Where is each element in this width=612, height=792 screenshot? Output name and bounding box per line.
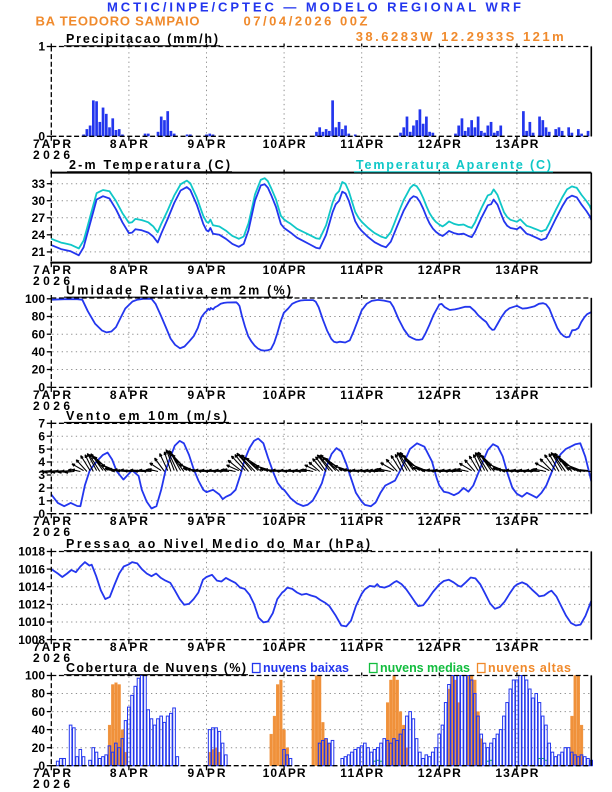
svg-text:12APR: 12APR xyxy=(418,263,461,277)
svg-text:1018: 1018 xyxy=(18,545,45,559)
svg-text:10APR: 10APR xyxy=(263,514,306,528)
svg-text:Umidade Relativa em 2m (%): Umidade Relativa em 2m (%) xyxy=(66,284,291,298)
svg-text:1012: 1012 xyxy=(18,598,45,612)
svg-text:1: 1 xyxy=(38,494,45,508)
svg-text:8APR: 8APR xyxy=(110,137,148,151)
svg-text:5: 5 xyxy=(38,442,45,456)
svg-text:12APR: 12APR xyxy=(418,640,461,654)
svg-text:33: 33 xyxy=(32,177,46,191)
svg-text:8APR: 8APR xyxy=(110,388,148,402)
svg-text:40: 40 xyxy=(32,723,46,737)
svg-text:10APR: 10APR xyxy=(263,766,306,780)
svg-text:100: 100 xyxy=(25,669,45,683)
svg-text:9APR: 9APR xyxy=(188,137,226,151)
svg-text:10APR: 10APR xyxy=(263,640,306,654)
svg-text:80: 80 xyxy=(32,310,46,324)
svg-text:11APR: 11APR xyxy=(340,514,383,528)
svg-text:9APR: 9APR xyxy=(188,766,226,780)
svg-text:1010: 1010 xyxy=(18,615,45,629)
svg-text:8APR: 8APR xyxy=(110,263,148,277)
svg-text:10APR: 10APR xyxy=(263,137,306,151)
svg-text:0: 0 xyxy=(38,759,45,773)
svg-text:0: 0 xyxy=(38,507,45,521)
svg-text:80: 80 xyxy=(32,687,46,701)
svg-text:30: 30 xyxy=(32,194,46,208)
svg-text:13APR: 13APR xyxy=(495,514,538,528)
svg-text:nuvens medias: nuvens medias xyxy=(380,661,470,675)
svg-text:11APR: 11APR xyxy=(340,388,383,402)
svg-text:0: 0 xyxy=(38,130,45,144)
svg-text:1014: 1014 xyxy=(18,580,45,594)
svg-text:BA TEODORO SAMPAIO: BA TEODORO SAMPAIO xyxy=(36,14,200,29)
svg-text:2: 2 xyxy=(38,481,45,495)
svg-text:12APR: 12APR xyxy=(418,137,461,151)
svg-text:3: 3 xyxy=(38,468,45,482)
svg-text:nuvens baixas: nuvens baixas xyxy=(263,661,349,675)
svg-text:07/04/2026 00Z: 07/04/2026 00Z xyxy=(244,14,368,29)
svg-text:12APR: 12APR xyxy=(418,388,461,402)
svg-text:11APR: 11APR xyxy=(340,263,383,277)
svg-text:MCTIC/INPE/CPTEC — MODELO REGI: MCTIC/INPE/CPTEC — MODELO REGIONAL WRF xyxy=(107,0,521,15)
svg-text:12APR: 12APR xyxy=(418,766,461,780)
svg-text:100: 100 xyxy=(25,292,45,306)
svg-text:12APR: 12APR xyxy=(418,514,461,528)
svg-text:9APR: 9APR xyxy=(188,514,226,528)
svg-text:40: 40 xyxy=(32,345,46,359)
svg-text:20: 20 xyxy=(32,741,46,755)
svg-text:11APR: 11APR xyxy=(340,640,383,654)
svg-text:13APR: 13APR xyxy=(495,388,538,402)
svg-text:10APR: 10APR xyxy=(263,388,306,402)
svg-text:8APR: 8APR xyxy=(110,766,148,780)
svg-text:7APR: 7APR xyxy=(33,263,71,277)
svg-text:60: 60 xyxy=(32,705,46,719)
svg-text:7APR: 7APR xyxy=(33,766,71,780)
svg-text:13APR: 13APR xyxy=(495,640,538,654)
svg-text:6: 6 xyxy=(38,429,45,443)
svg-text:9APR: 9APR xyxy=(188,263,226,277)
svg-text:13APR: 13APR xyxy=(495,766,538,780)
svg-text:11APR: 11APR xyxy=(340,137,383,151)
svg-text:Cobertura de Nuvens (%): Cobertura de Nuvens (%) xyxy=(66,661,246,675)
svg-text:0: 0 xyxy=(38,380,45,394)
svg-text:7APR: 7APR xyxy=(33,137,71,151)
svg-text:7APR: 7APR xyxy=(33,388,71,402)
svg-text:10APR: 10APR xyxy=(263,263,306,277)
svg-text:1016: 1016 xyxy=(18,562,45,576)
svg-text:8APR: 8APR xyxy=(110,514,148,528)
svg-text:Temperatura Aparente (C): Temperatura Aparente (C) xyxy=(356,158,551,172)
svg-text:nuvens altas: nuvens altas xyxy=(488,661,571,675)
svg-text:7APR: 7APR xyxy=(33,640,71,654)
svg-text:24: 24 xyxy=(32,228,46,242)
svg-text:Pressao ao Nivel Medio do Mar: Pressao ao Nivel Medio do Mar (hPa) xyxy=(66,537,370,551)
svg-text:27: 27 xyxy=(32,211,46,225)
svg-text:13APR: 13APR xyxy=(495,137,538,151)
svg-text:4: 4 xyxy=(38,455,45,469)
svg-text:2-m Temperatura (C): 2-m Temperatura (C) xyxy=(69,158,230,172)
svg-text:13APR: 13APR xyxy=(495,263,538,277)
svg-text:11APR: 11APR xyxy=(340,766,383,780)
svg-text:Precipitacao (mm/h): Precipitacao (mm/h) xyxy=(66,32,218,46)
svg-text:1: 1 xyxy=(38,40,45,54)
svg-text:20: 20 xyxy=(32,363,46,377)
svg-text:8APR: 8APR xyxy=(110,640,148,654)
svg-text:7APR: 7APR xyxy=(33,514,71,528)
svg-text:60: 60 xyxy=(32,327,46,341)
svg-text:38.6283W 12.2933S 121m: 38.6283W 12.2933S 121m xyxy=(356,29,564,44)
svg-text:9APR: 9APR xyxy=(188,640,226,654)
svg-text:21: 21 xyxy=(32,245,46,259)
svg-text:9APR: 9APR xyxy=(188,388,226,402)
svg-text:7: 7 xyxy=(38,417,45,431)
svg-text:1008: 1008 xyxy=(18,633,45,647)
